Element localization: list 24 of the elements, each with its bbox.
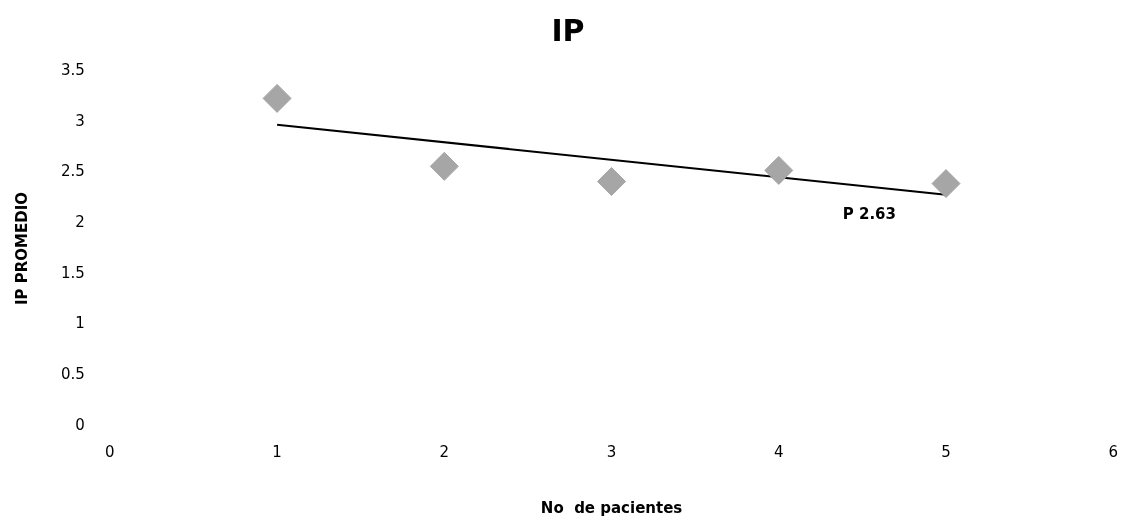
y-tick-label: 1.5 [61,263,85,282]
y-tick-label: 2.5 [61,162,85,181]
chart-title: IP [551,12,585,48]
point [262,83,292,113]
x-tick-label: 4 [774,442,784,461]
y-tick-label: 3.5 [61,60,85,79]
annotation: P 2.63 [842,204,896,223]
x-tick-label: 1 [272,442,282,461]
y-tick-label: 1 [75,314,85,333]
y-tick-label: 0.5 [61,365,85,384]
point [931,169,961,199]
point [429,151,459,181]
x-tick-label: 0 [105,442,115,461]
x-tick-label: 2 [439,442,450,461]
x-axis-title: No de pacientes [540,498,683,517]
x-tick-label: 3 [606,442,617,461]
y-axis-title: IP PROMEDIO [12,191,31,306]
y-tick-label: 2 [75,213,85,232]
y-tick-label: 0 [75,415,85,434]
x-tick-label: 6 [1108,442,1118,461]
point [597,167,627,197]
y-tick-label: 3 [75,111,85,130]
x-tick-label: 5 [941,442,951,461]
point [764,155,794,185]
